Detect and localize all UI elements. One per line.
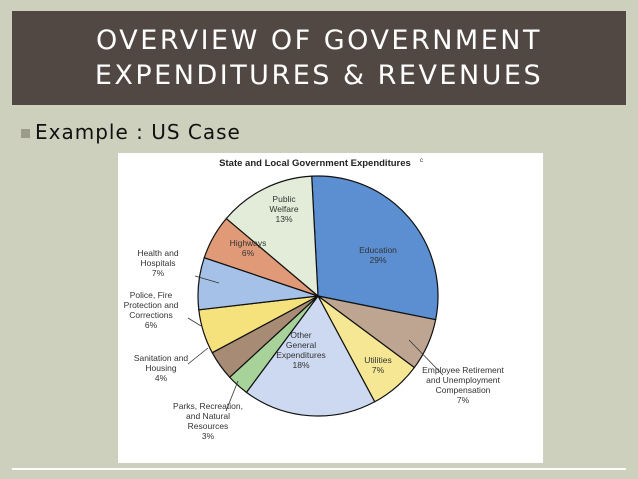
pie-slice-0: [311, 175, 439, 321]
slice-label-line: Parks, Recreation,: [173, 401, 243, 411]
slice-label-3: Other General Expenditures 18%: [276, 330, 326, 370]
pie-slices: [197, 175, 439, 417]
slice-label-2: Utilities 7%: [364, 355, 391, 375]
slice-label-line: General: [286, 340, 316, 350]
slice-label-line: Corrections: [129, 310, 172, 320]
slice-label-line: Housing: [145, 363, 176, 373]
slice-label-line: Resources: [188, 421, 229, 431]
leader-line-5: [187, 347, 209, 365]
slice-label-line: 29%: [369, 255, 386, 265]
pie-slice-9: [225, 175, 319, 298]
slice-label-line: Sanitation and: [134, 353, 189, 363]
slice-label-line: 7%: [457, 395, 470, 405]
chart-title-note: c: [420, 158, 423, 164]
slice-label-9: Public Welfare 13%: [269, 194, 298, 224]
chart-title: State and Local Government Expenditures: [219, 158, 411, 169]
slice-label-line: Utilities: [364, 355, 391, 365]
slice-label-0: Education 29%: [359, 245, 397, 265]
slice-label-line: and Natural: [186, 411, 230, 421]
slice-label-line: Education: [359, 245, 397, 255]
slice-label-line: Health and: [137, 248, 178, 258]
bullet-text: Example : US Case: [35, 120, 241, 144]
slice-label-line: Employee Retirement: [422, 365, 504, 375]
bullet-item: Example : US Case: [21, 120, 241, 144]
slice-labels: Education 29% Employee Retirement and Unemp…: [124, 194, 505, 441]
slice-label-line: Highways: [230, 238, 267, 248]
title-bar: OVERVIEW OF GOVERNMENT EXPENDITURES & RE…: [12, 11, 626, 105]
slice-label-line: Protection and: [124, 300, 179, 310]
slice-label-1: Employee Retirement and Unemployment Compe…: [422, 365, 504, 405]
slice-label-line: and Unemployment: [426, 375, 500, 385]
leader-lines: [187, 275, 444, 412]
slice-label-line: 7%: [372, 365, 385, 375]
slice-label-line: 18%: [292, 360, 309, 370]
slice-label-line: Welfare: [269, 204, 298, 214]
bottom-rule: [12, 468, 626, 470]
slice-label-line: 6%: [145, 320, 158, 330]
slice-label-5: Sanitation and Housing 4%: [134, 353, 189, 383]
slice-label-line: Other: [290, 330, 311, 340]
chart-panel: State and Local Government Expenditures …: [118, 153, 543, 463]
slice-label-line: 4%: [155, 373, 168, 383]
leader-line-6: [187, 317, 202, 327]
slice-label-line: 7%: [152, 268, 165, 278]
slice-label-4: Parks, Recreation, and Natural Resources 3%: [173, 401, 243, 441]
slice-label-line: 3%: [202, 431, 215, 441]
slide-title-line-2: EXPENDITURES & REVENUES: [94, 60, 544, 91]
slice-label-7: Health and Hospitals 7%: [137, 248, 178, 278]
slide-title-line-1: OVERVIEW OF GOVERNMENT: [96, 25, 542, 56]
slice-label-line: 6%: [242, 248, 255, 258]
slice-label-line: Public: [272, 194, 296, 204]
slice-label-8: Highways 6%: [230, 238, 267, 258]
leader-line-4: [225, 380, 239, 412]
slice-label-line: 13%: [275, 214, 292, 224]
pie-slice-3: [245, 294, 376, 417]
pie-chart: State and Local Government Expenditures …: [124, 158, 505, 441]
leader-line-1: [408, 339, 444, 376]
leader-line-7: [194, 275, 220, 284]
slice-label-line: Compensation: [436, 385, 491, 395]
slice-label-6: Police, Fire Protection and Corrections 6%: [124, 290, 179, 330]
slice-label-line: Hospitals: [141, 258, 176, 268]
bullet-square-icon: [21, 128, 30, 138]
slice-label-line: Police, Fire: [130, 290, 173, 300]
slice-label-line: Expenditures: [276, 350, 326, 360]
